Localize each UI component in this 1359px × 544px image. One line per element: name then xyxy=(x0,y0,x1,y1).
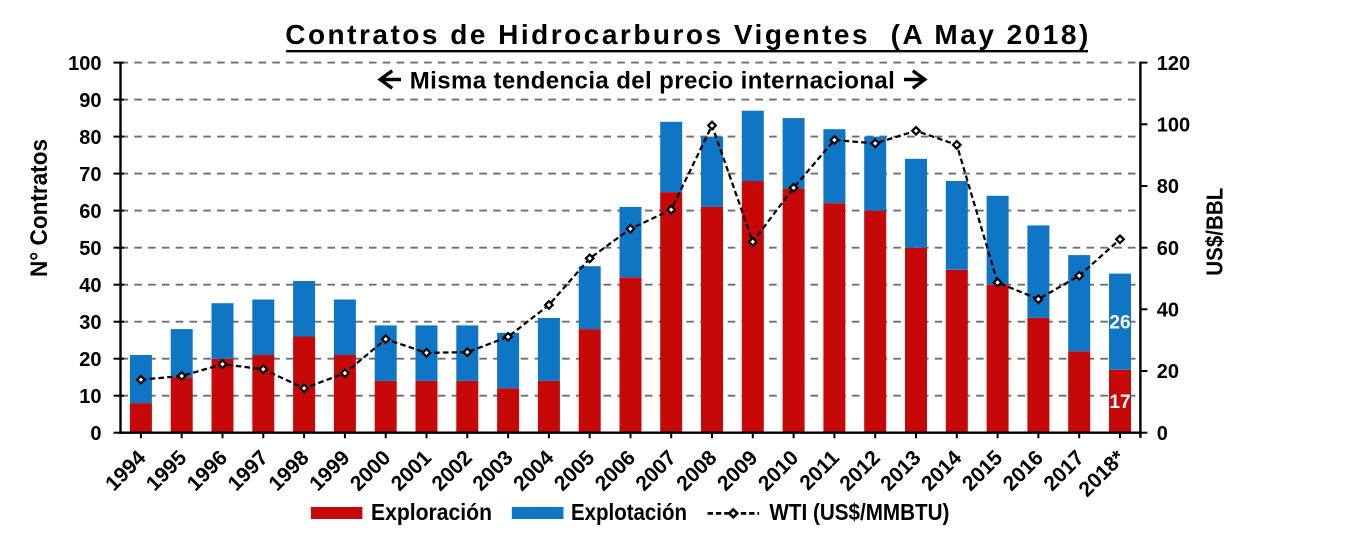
svg-text:20: 20 xyxy=(79,349,101,371)
svg-text:N° Contratos: N° Contratos xyxy=(26,139,53,277)
svg-text:WTI (US$/MMBTU): WTI (US$/MMBTU) xyxy=(769,499,949,525)
svg-text:10: 10 xyxy=(79,386,101,408)
svg-text:26: 26 xyxy=(1109,313,1130,334)
svg-text:0: 0 xyxy=(90,423,101,445)
svg-text:Misma tendencia del precio int: Misma tendencia del precio internacional xyxy=(410,67,895,94)
svg-text:70: 70 xyxy=(79,164,101,186)
svg-text:120: 120 xyxy=(1157,53,1190,75)
svg-text:Exploración: Exploración xyxy=(371,499,492,525)
svg-text:US$/BBL: US$/BBL xyxy=(1202,188,1228,276)
svg-text:60: 60 xyxy=(79,201,101,223)
svg-text:30: 30 xyxy=(79,312,101,334)
svg-text:40: 40 xyxy=(1157,300,1179,322)
svg-text:0: 0 xyxy=(1157,423,1168,445)
svg-text:100: 100 xyxy=(68,53,101,75)
svg-text:40: 40 xyxy=(79,275,101,297)
svg-text:Contratos de Hidrocarburos Vig: Contratos de Hidrocarburos Vigentes (A M… xyxy=(285,19,1091,50)
svg-text:17: 17 xyxy=(1109,392,1130,413)
svg-text:20: 20 xyxy=(1157,361,1179,383)
svg-text:80: 80 xyxy=(79,127,101,149)
svg-text:100: 100 xyxy=(1157,115,1190,137)
svg-text:80: 80 xyxy=(1157,176,1179,198)
svg-text:Explotación: Explotación xyxy=(571,499,687,525)
svg-text:60: 60 xyxy=(1157,238,1179,260)
svg-text:50: 50 xyxy=(79,238,101,260)
svg-text:90: 90 xyxy=(79,90,101,112)
